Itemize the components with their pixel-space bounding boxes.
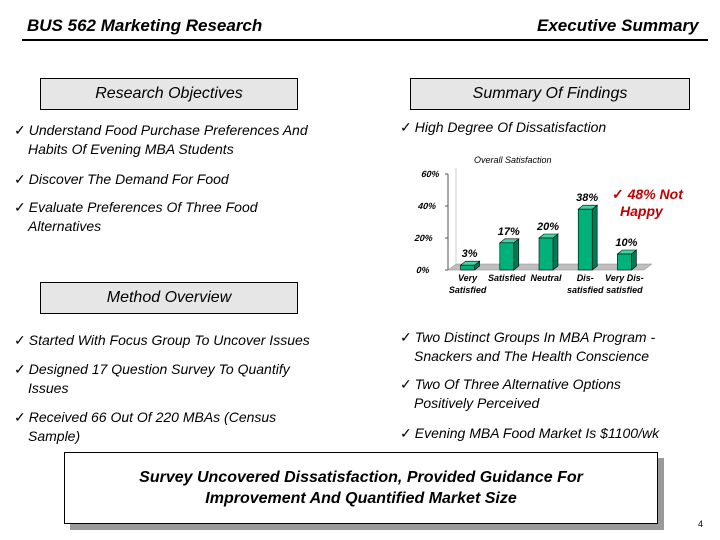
y-tick-label: 60% [421, 169, 440, 179]
overall-satisfaction-chart: Overall Satisfaction 0% 20% 40% 60% 3% Very Sa… [414, 155, 653, 295]
conclusion-box: Survey Uncovered Dissatisfaction, Provid… [64, 452, 658, 524]
x-tick-label: Very Dis- [605, 273, 644, 283]
x-tick-label: Neutral [530, 273, 562, 283]
bar-value-label: 20% [536, 221, 559, 233]
section-title: Executive Summary [537, 16, 699, 35]
method-item: ✓ Started With Focus Group To Uncover Iss… [14, 332, 310, 348]
bar [617, 253, 632, 271]
method-item: ✓ Received 66 Out Of 220 MBAs (Census Sam… [14, 409, 277, 444]
objective-item: ✓ Evaluate Preferences Of Three Food Alte… [14, 199, 258, 234]
method-item: ✓ Designed 17 Question Survey To Quantify… [14, 361, 290, 396]
y-tick-label: 20% [414, 233, 433, 243]
header-rule [22, 39, 708, 41]
bar [538, 237, 554, 271]
finding-item: ✓ Evening MBA Food Market Is $1100/wk [400, 425, 660, 441]
summary-findings-heading: Summary Of Findings [410, 78, 690, 110]
y-tick-label: 40% [417, 201, 437, 211]
course-title: BUS 562 Marketing Research [27, 16, 263, 35]
bar-value-label: 17% [498, 226, 520, 238]
bar [499, 242, 515, 271]
conclusion-line: Improvement And Quantified Market Size [205, 490, 517, 507]
objective-item: ✓ Understand Food Purchase Preferences An… [14, 122, 308, 157]
chart-title: Overall Satisfaction [474, 155, 552, 165]
research-objectives-heading: Research Objectives [40, 78, 298, 110]
y-tick-label: 0% [416, 265, 430, 275]
finding-item: ✓ Two Distinct Groups In MBA Program - Sn… [400, 329, 656, 364]
x-tick-label: satisfied [606, 285, 643, 295]
x-tick-label: Very [458, 273, 478, 283]
x-tick-label: satisfied [567, 285, 604, 295]
bar-side [513, 238, 520, 271]
bar-value-label: 10% [615, 237, 637, 249]
page-number: 4 [698, 519, 704, 529]
x-tick-label: Satisfied [488, 273, 526, 283]
bar [577, 208, 593, 271]
x-tick-label: Satisfied [449, 285, 487, 295]
finding-item: ✓ High Degree Of Dissatisfaction [400, 119, 607, 135]
conclusion-line: Survey Uncovered Dissatisfaction, Provid… [139, 469, 583, 486]
bar-side [552, 233, 559, 271]
bar-value-label: 3% [462, 248, 478, 260]
not-happy-callout: ✓ 48% Not Happy [612, 186, 683, 219]
finding-item: ✓ Two Of Three Alternative Options Positi… [400, 376, 621, 411]
method-overview-heading: Method Overview [40, 282, 298, 314]
bar [460, 264, 475, 271]
x-tick-label: Dis- [577, 273, 594, 283]
objective-item: ✓ Discover The Demand For Food [14, 171, 229, 187]
bar-value-label: 38% [576, 192, 598, 204]
bar-side [591, 204, 598, 271]
